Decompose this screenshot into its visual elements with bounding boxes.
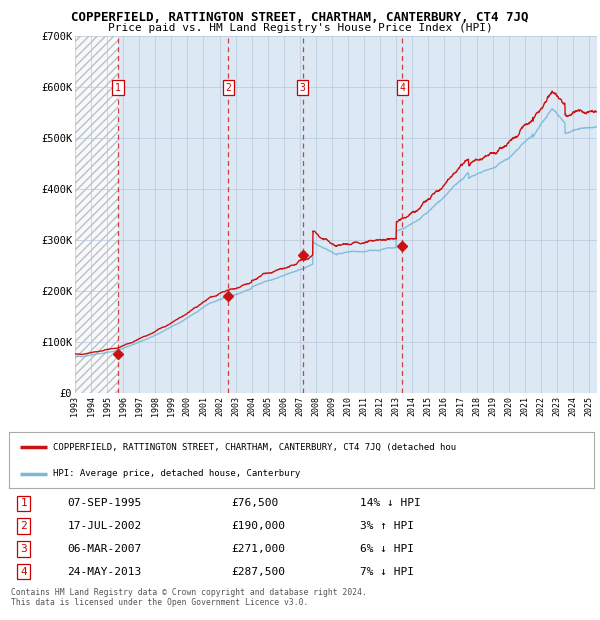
Text: 06-MAR-2007: 06-MAR-2007 bbox=[67, 544, 142, 554]
Text: HPI: Average price, detached house, Canterbury: HPI: Average price, detached house, Cant… bbox=[53, 469, 300, 479]
Text: 07-SEP-1995: 07-SEP-1995 bbox=[67, 498, 142, 508]
Text: £190,000: £190,000 bbox=[232, 521, 286, 531]
Text: 1: 1 bbox=[115, 82, 121, 93]
Text: £76,500: £76,500 bbox=[232, 498, 278, 508]
Text: 4: 4 bbox=[20, 567, 27, 577]
Text: COPPERFIELD, RATTINGTON STREET, CHARTHAM, CANTERBURY, CT4 7JQ: COPPERFIELD, RATTINGTON STREET, CHARTHAM… bbox=[71, 11, 529, 24]
Text: Price paid vs. HM Land Registry's House Price Index (HPI): Price paid vs. HM Land Registry's House … bbox=[107, 23, 493, 33]
Text: Contains HM Land Registry data © Crown copyright and database right 2024.
This d: Contains HM Land Registry data © Crown c… bbox=[11, 588, 367, 608]
Text: 17-JUL-2002: 17-JUL-2002 bbox=[67, 521, 142, 531]
Text: 4: 4 bbox=[400, 82, 406, 93]
Bar bbox=[75, 36, 118, 393]
Text: 1: 1 bbox=[20, 498, 27, 508]
Text: 6% ↓ HPI: 6% ↓ HPI bbox=[360, 544, 414, 554]
Text: 7% ↓ HPI: 7% ↓ HPI bbox=[360, 567, 414, 577]
Text: £271,000: £271,000 bbox=[232, 544, 286, 554]
Text: 3: 3 bbox=[300, 82, 305, 93]
Text: 3% ↑ HPI: 3% ↑ HPI bbox=[360, 521, 414, 531]
Text: £287,500: £287,500 bbox=[232, 567, 286, 577]
Text: 14% ↓ HPI: 14% ↓ HPI bbox=[360, 498, 421, 508]
Text: COPPERFIELD, RATTINGTON STREET, CHARTHAM, CANTERBURY, CT4 7JQ (detached hou: COPPERFIELD, RATTINGTON STREET, CHARTHAM… bbox=[53, 443, 456, 451]
Text: 3: 3 bbox=[20, 544, 27, 554]
Text: 24-MAY-2013: 24-MAY-2013 bbox=[67, 567, 142, 577]
Text: 2: 2 bbox=[20, 521, 27, 531]
Text: 2: 2 bbox=[225, 82, 231, 93]
